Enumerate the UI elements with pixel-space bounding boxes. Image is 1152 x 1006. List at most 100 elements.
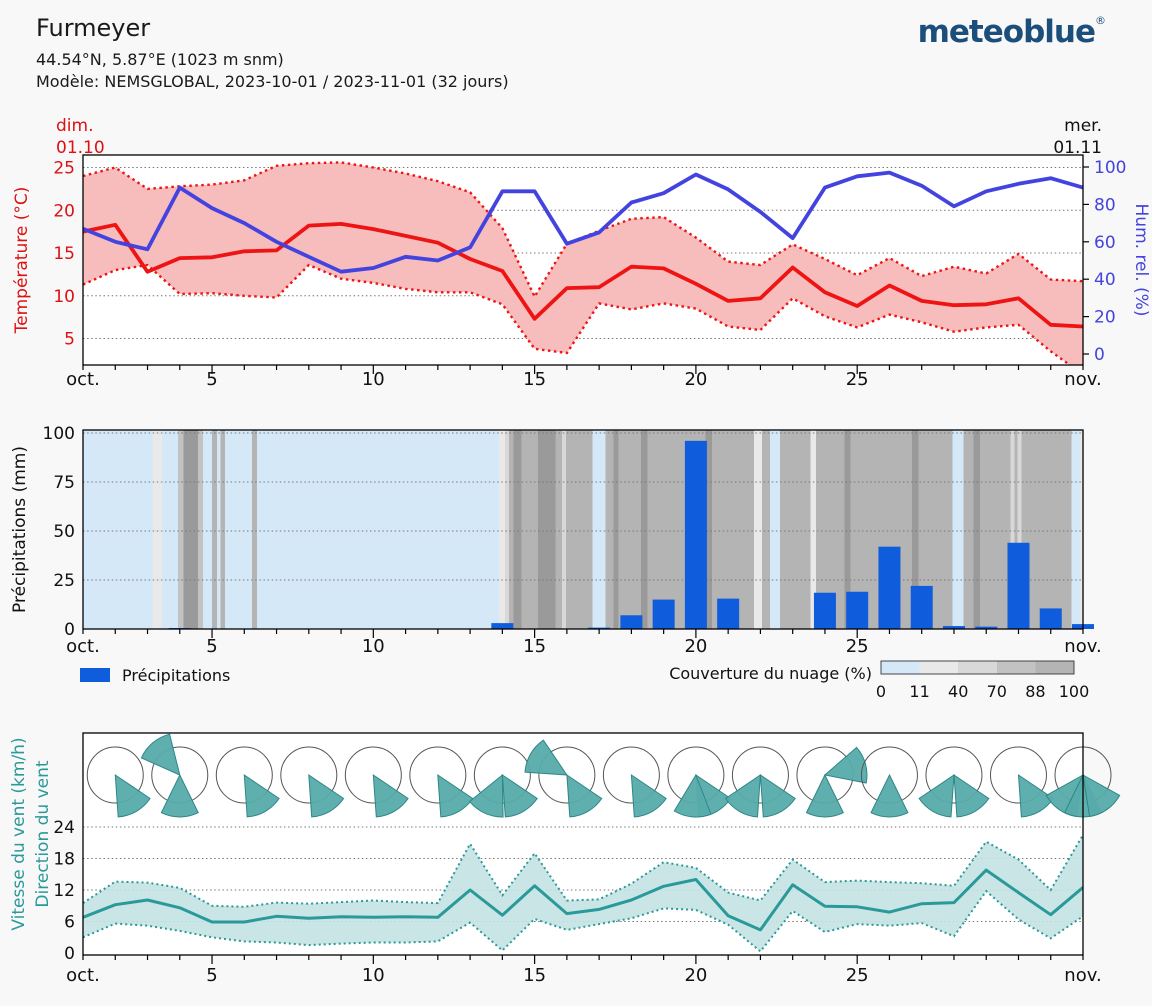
precip-tick-label: 25 [53,571,75,591]
cloud-cover-segment [224,430,253,629]
wind-direction-wedge [372,774,409,818]
temp-tick-label: 10 [53,287,75,307]
cloud-cover-segment [762,430,771,629]
cloud-scale-label: 11 [909,682,929,701]
start-day-label: dim. [56,116,93,136]
x-tick-label: 15 [523,636,546,657]
precip-tick-label: 0 [64,620,75,640]
cloud-cover-segment [212,430,218,629]
plot-border [82,154,1084,366]
cloud-cover-segment [770,430,780,629]
wind-speed-axis-title: Vitesse du vent (km/h) [9,737,29,930]
cloud-cover-segment [979,430,1011,629]
cloud-legend-title: Couverture du nuage (%) [669,664,872,683]
cloud-scale-segment [919,661,959,674]
x-tick-label: 10 [362,636,385,657]
cloud-scale-segment [958,661,997,674]
cloud-cover-segment [513,430,522,629]
wind-direction-wedge [630,774,667,818]
wind-direction-wedge [160,773,199,818]
x-tick-label: 25 [846,636,869,657]
cloud-cover-segment [198,430,203,629]
x-tick-label: oct. [66,369,100,390]
cloud-scale-label: 40 [948,682,968,701]
wind-min-line [83,889,1083,953]
precip-bar [813,592,836,629]
precipitation-cloud-chart: oct. 5 10 15 20 25 nov. 0 25 50 75 100 Précipitation… [10,424,1102,701]
wind-band-group [83,834,1083,953]
x-tick-label: oct. [66,636,100,657]
cloud-cover-segment [844,430,851,629]
cloud-cover-segment [641,430,648,629]
wind-direction-wedge [468,773,504,818]
cloud-cover-segment [178,430,184,629]
cloud-cover-segment [810,430,816,629]
precip-bar [910,585,933,629]
meteoblue-logo: meteoblue® [917,14,1106,50]
cloud-cover-segment [712,430,754,629]
wind-direction-wedge [243,774,280,818]
x-tick-label: 5 [206,369,217,390]
precip-bar [878,546,901,629]
precip-tick-label: 75 [53,473,75,493]
cloud-cover-segment [605,430,614,629]
humidity-tick-label: 40 [1094,270,1116,290]
x-tick-label: 5 [206,636,217,657]
wind-direction-circle [925,746,983,804]
cloud-cover-segment [613,430,619,629]
x-tick-label: 20 [684,965,707,986]
cloud-cover-segment [618,430,642,629]
precip-bar [1039,608,1062,629]
x-tick-label: 10 [362,965,385,986]
x-tick-label: nov. [1064,369,1101,390]
x-tick-label: 25 [846,369,869,390]
wind-direction-axis-title: Direction du vent [33,760,53,907]
humidity-tick-label: 20 [1094,308,1116,328]
x-tick-label: 20 [684,369,707,390]
cloud-cover-segment [508,430,514,629]
end-day-label: mer. [1064,116,1102,136]
humidity-axis-title: Hum. rel. (%) [1131,204,1151,317]
wind-range-band [83,834,1083,952]
wind-direction-circle [731,746,789,804]
cloud-cover-segment [779,430,811,629]
humidity-tick-label: 80 [1094,195,1116,215]
cloud-cover-segment [162,430,179,629]
wind-max-line [83,834,1083,908]
humidity-line [83,170,1083,274]
humidity-tick-label: 0 [1094,345,1105,365]
temperature-band-group [83,161,1083,365]
temperature-mean-line [83,222,1083,329]
cloud-cover-segment [183,430,199,629]
cloud-cover-segment [252,430,258,629]
wind-tick-label: 0 [64,944,75,964]
cloud-scale-segment [881,661,920,674]
cloud-cover-segment [952,430,964,629]
cloud-cover-segment [257,430,500,629]
cloud-cover-segment [1021,430,1072,629]
model-run-info: Modèle: NEMSGLOBAL, 2023-10-01 / 2023-11… [36,72,509,91]
cloud-cover-segment [499,430,505,629]
cloud-scale-segment [996,661,1036,674]
precip-bar [684,440,707,629]
x-tick-label: nov. [1064,636,1101,657]
precip-legend-label: Précipitations [122,666,230,685]
cloud-cover-segment [83,430,153,629]
cloud-scale-label: 70 [987,682,1007,701]
temperature-humidity-chart: oct. 5 10 15 20 25 nov. 5 10 15 20 25 0 20 40 60 80 100 Te… [12,116,1151,390]
x-tick-label: 10 [362,369,385,390]
temperature-axis-title: Température (°C) [12,187,32,335]
humidity-tick-label: 60 [1094,233,1116,253]
cloud-cover-segment [521,430,538,629]
temp-tick-label: 5 [64,330,75,350]
x-tick-label: 5 [206,965,217,986]
wind-direction-wedge [673,773,712,818]
wind-direction-circle [280,746,338,804]
precip-bar [1007,542,1030,629]
x-tick-label: 25 [846,965,869,986]
precipitation-axis-title: Précipitations (mm) [10,446,30,613]
precip-bar [491,623,514,629]
cloud-cover-segment [217,430,221,629]
temp-tick-label: 15 [53,244,75,264]
wind-tick-label: 6 [64,913,75,933]
